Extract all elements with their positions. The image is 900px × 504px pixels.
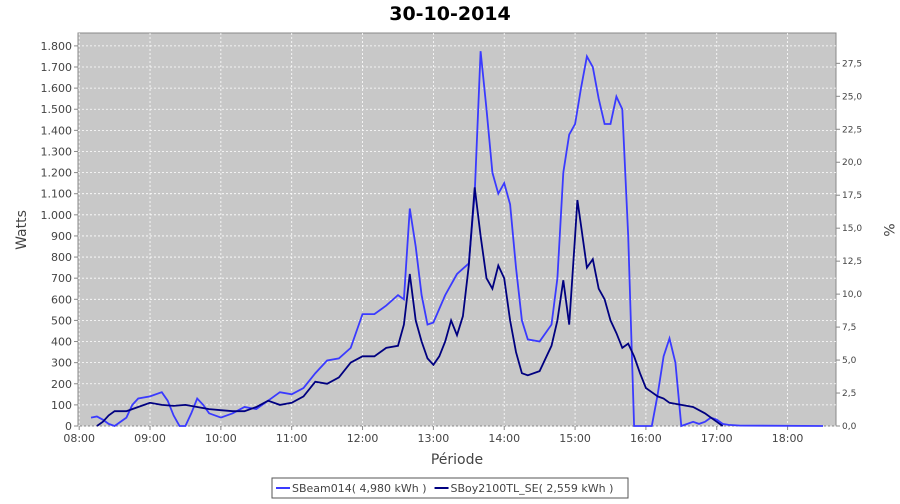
x-tick-label: 18:00 [772, 432, 804, 445]
y2-axis-title: % [880, 223, 896, 236]
x-tick-label: 17:00 [701, 432, 733, 445]
y2-tick-label: 17,5 [842, 191, 862, 201]
x-axis-title: Période [431, 452, 483, 468]
y-tick-label: 1.400 [41, 124, 73, 137]
plot-area [77, 32, 837, 427]
y-tick-label: 300 [51, 357, 72, 370]
x-tick-label: 16:00 [630, 432, 662, 445]
y-tick-label: 1.200 [41, 167, 73, 180]
x-tick-label: 10:00 [205, 432, 237, 445]
y-tick-label: 100 [51, 399, 72, 412]
y-tick-label: 400 [51, 336, 72, 349]
y2-tick-label: 0,0 [842, 422, 857, 432]
legend-label: SBeam014( 4,980 kWh ) [292, 482, 427, 495]
y-tick-label: 500 [51, 314, 72, 327]
y-tick-label: 1.800 [41, 40, 73, 53]
y2-tick-label: 2,5 [842, 389, 856, 399]
y-axis-title: Watts [14, 210, 30, 250]
x-tick-label: 14:00 [488, 432, 520, 445]
y-tick-label: 800 [51, 251, 72, 264]
y2-tick-label: 15,0 [842, 224, 862, 234]
chart-title: 30-10-2014 [389, 3, 511, 25]
y-tick-label: 700 [51, 272, 72, 285]
x-tick-label: 08:00 [63, 432, 95, 445]
x-tick-label: 13:00 [418, 432, 450, 445]
y-tick-label: 1.000 [41, 209, 73, 222]
y-tick-label: 0 [65, 420, 72, 433]
y2-tick-label: 5,0 [842, 356, 857, 366]
y-tick-label: 1.700 [41, 61, 73, 74]
y2-tick-label: 12,5 [842, 257, 862, 267]
y2-tick-label: 10,0 [842, 290, 862, 300]
y-tick-label: 1.100 [41, 188, 73, 201]
series-line [96, 187, 724, 427]
x-tick-label: 09:00 [134, 432, 166, 445]
y2-tick-label: 22,5 [842, 125, 862, 135]
legend [271, 477, 629, 499]
x-tick-label: 11:00 [276, 432, 308, 445]
legend-label: SBoy2100TL_SE( 2,559 kWh ) [451, 482, 614, 495]
y2-tick-label: 25,0 [842, 92, 862, 102]
y-tick-label: 900 [51, 230, 72, 243]
y-tick-label: 1.300 [41, 145, 73, 158]
y-tick-label: 1.500 [41, 103, 73, 116]
x-tick-label: 15:00 [559, 432, 591, 445]
x-tick-label: 12:00 [347, 432, 379, 445]
y2-tick-label: 27,5 [842, 59, 862, 69]
y-tick-label: 200 [51, 378, 72, 391]
y2-tick-label: 7,5 [842, 323, 856, 333]
y2-tick-label: 20,0 [842, 158, 862, 168]
y-tick-label: 600 [51, 293, 72, 306]
y-tick-label: 1.600 [41, 82, 73, 95]
